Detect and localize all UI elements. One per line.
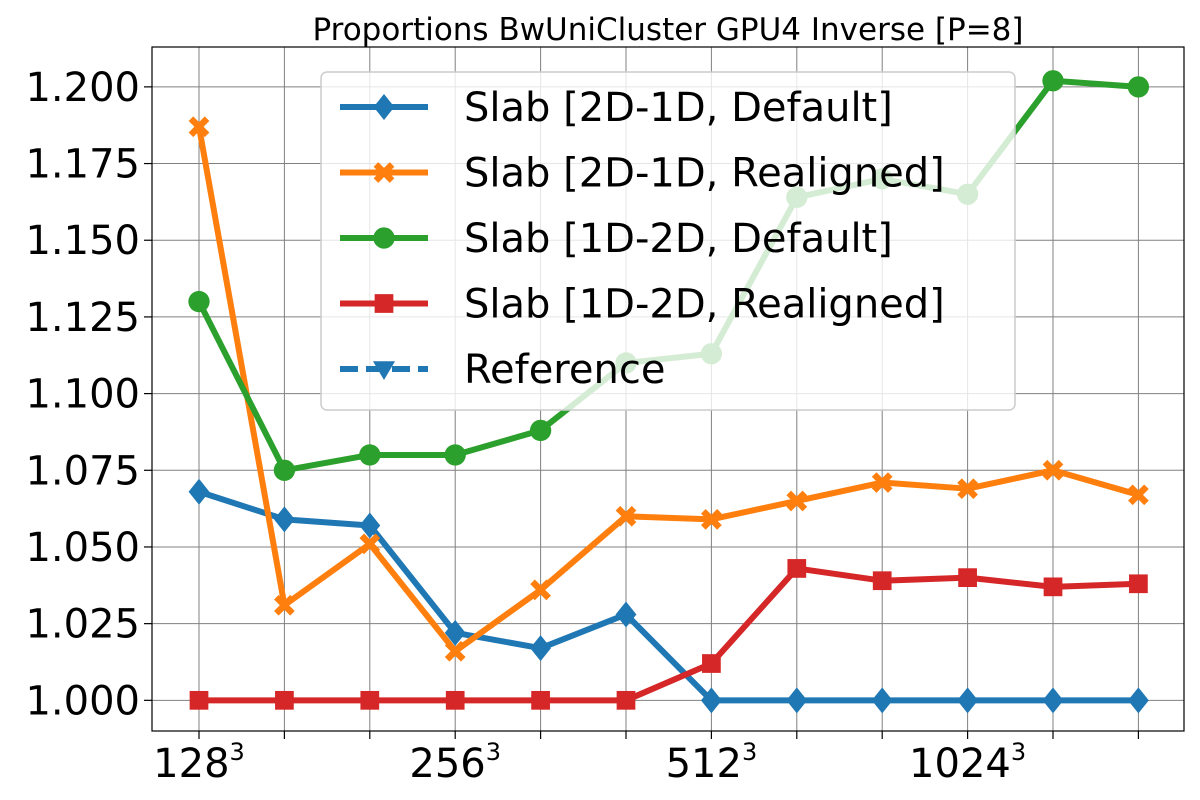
diamond-marker	[359, 512, 381, 539]
square-marker	[531, 690, 550, 710]
circle-marker	[444, 444, 466, 466]
square-marker	[702, 654, 721, 673]
diamond-marker	[1042, 687, 1064, 714]
diamond-marker	[786, 687, 808, 714]
x-tick-label: 5123	[666, 738, 758, 787]
square-marker	[787, 559, 807, 578]
x-marker	[359, 533, 381, 555]
square-marker	[1129, 574, 1148, 594]
x-marker	[786, 490, 808, 512]
legend-label: Slab [1D-2D, Default]	[464, 216, 893, 262]
triangle-down-marker	[372, 361, 396, 381]
square-marker	[445, 690, 465, 710]
diamond-marker	[274, 506, 295, 533]
diamond-marker	[444, 619, 466, 646]
y-tick-label: 1.125	[25, 295, 140, 341]
legend: Slab [2D-1D, Default] Slab [2D-1D, Realig…	[320, 71, 1016, 411]
x-marker	[615, 505, 637, 527]
diamond-marker	[871, 687, 893, 714]
square-marker	[1043, 577, 1063, 597]
diamond-marker	[530, 635, 551, 662]
series-group	[189, 559, 1148, 710]
circle-marker	[359, 444, 381, 466]
x-tick-label: 1283	[153, 738, 245, 787]
diamond-marker	[615, 601, 637, 628]
circle-marker	[373, 227, 395, 249]
x-marker	[1128, 484, 1149, 506]
legend-label: Reference	[464, 347, 665, 393]
x-marker	[274, 594, 295, 616]
series-line	[198, 488, 1139, 704]
square-marker	[189, 690, 209, 710]
x-marker	[373, 162, 395, 183]
diamond-marker	[957, 687, 978, 714]
x-marker	[188, 116, 210, 138]
y-tick-label: 1.075	[25, 448, 140, 494]
diamond-marker	[373, 94, 395, 120]
x-marker	[1042, 459, 1064, 481]
square-marker	[275, 690, 294, 710]
x-tick-label: 10243	[909, 738, 1026, 787]
legend-box	[320, 71, 1016, 411]
diamond-marker	[701, 687, 722, 714]
series-line	[199, 565, 1139, 704]
x-marker	[444, 640, 466, 662]
legend-label: Slab [2D-1D, Default]	[464, 85, 893, 131]
y-tick-label: 1.050	[25, 525, 140, 571]
y-tick-label: 1.175	[25, 142, 140, 188]
y-tick-label: 1.200	[25, 65, 140, 111]
series-line	[196, 126, 1140, 655]
circle-marker	[188, 290, 210, 313]
axis-ticks: 1.000 1.025 1.050 1.075 1.100 1.125 1.150 1.175…	[25, 65, 1140, 787]
legend-label: Slab [2D-1D, Realigned]	[464, 151, 945, 197]
square-marker	[374, 294, 394, 313]
diamond-marker	[1128, 687, 1149, 714]
series-group	[188, 478, 1149, 714]
square-marker	[616, 690, 636, 710]
y-tick-label: 1.150	[25, 218, 140, 264]
y-tick-label: 1.025	[25, 602, 140, 648]
x-marker	[957, 478, 978, 500]
plot-frame	[151, 46, 1185, 732]
y-tick-label: 1.000	[25, 678, 140, 724]
diamond-marker	[188, 478, 210, 505]
x-marker	[530, 579, 551, 601]
chart-title: Proportions BwUniCluster GPU4 Inverse [P…	[312, 12, 1023, 48]
x-tick-label: 2563	[409, 738, 501, 787]
square-marker	[872, 571, 892, 591]
square-marker	[958, 568, 977, 587]
circle-marker	[273, 459, 296, 481]
series-group	[188, 116, 1149, 662]
circle-marker	[1127, 76, 1150, 98]
square-marker	[360, 690, 380, 710]
x-marker	[701, 509, 722, 530]
circle-marker	[1042, 70, 1064, 92]
circle-marker	[529, 419, 552, 442]
y-tick-label: 1.100	[25, 372, 140, 418]
x-marker	[871, 472, 893, 493]
legend-label: Slab [1D-2D, Realigned]	[464, 282, 945, 328]
